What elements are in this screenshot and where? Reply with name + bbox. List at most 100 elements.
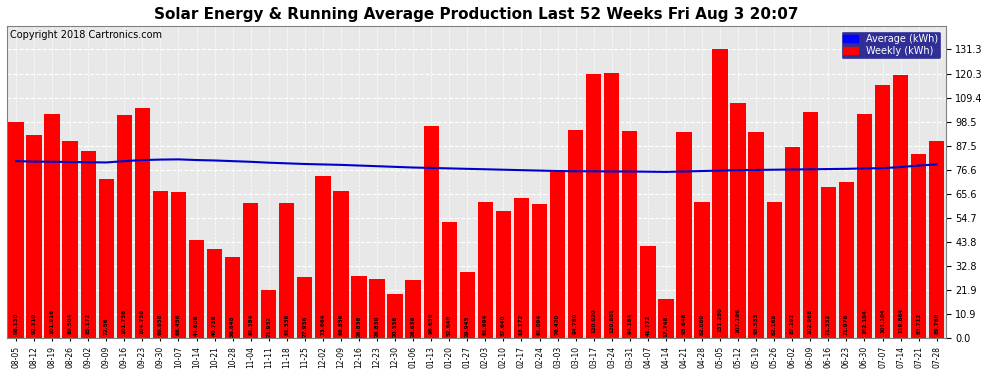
- Text: 107.196: 107.196: [736, 309, 741, 333]
- Text: 83.712: 83.712: [916, 313, 921, 334]
- Text: 20.338: 20.338: [393, 316, 398, 337]
- Bar: [766, 202, 782, 338]
- Text: 17.748: 17.748: [663, 316, 668, 338]
- Bar: [189, 240, 204, 338]
- Text: 87.192: 87.192: [790, 313, 795, 334]
- Bar: [406, 280, 421, 338]
- Text: 21.932: 21.932: [266, 316, 271, 337]
- Bar: [929, 141, 944, 338]
- Text: 61.694: 61.694: [483, 314, 488, 336]
- Bar: [442, 222, 457, 338]
- Bar: [713, 50, 728, 338]
- Bar: [731, 103, 745, 338]
- Text: 27.936: 27.936: [302, 316, 307, 337]
- Text: 93.533: 93.533: [753, 312, 758, 334]
- Text: 119.864: 119.864: [898, 308, 903, 333]
- Bar: [875, 85, 890, 338]
- Text: 62.080: 62.080: [700, 314, 705, 335]
- Bar: [99, 179, 114, 338]
- Text: 57.640: 57.640: [501, 314, 506, 336]
- Text: 120.020: 120.020: [591, 308, 596, 333]
- Title: Solar Energy & Running Average Production Last 52 Weeks Fri Aug 3 20:07: Solar Energy & Running Average Productio…: [154, 7, 799, 22]
- Text: 40.738: 40.738: [212, 315, 217, 336]
- Text: 36.848: 36.848: [230, 315, 235, 336]
- Bar: [785, 147, 800, 338]
- Bar: [911, 154, 927, 338]
- Bar: [803, 112, 818, 338]
- Bar: [549, 170, 565, 338]
- Bar: [27, 135, 42, 338]
- Text: 94.184: 94.184: [628, 313, 633, 334]
- Bar: [532, 204, 547, 338]
- Bar: [839, 182, 854, 338]
- Bar: [279, 203, 294, 338]
- Bar: [243, 203, 258, 338]
- Text: 104.750: 104.750: [140, 309, 145, 333]
- Legend: Average (kWh), Weekly (kWh): Average (kWh), Weekly (kWh): [841, 31, 940, 58]
- Text: 63.172: 63.172: [519, 314, 524, 335]
- Text: 93.648: 93.648: [681, 312, 686, 334]
- Bar: [586, 74, 601, 338]
- Bar: [694, 202, 710, 338]
- Text: 71.332: 71.332: [826, 314, 831, 335]
- Text: 94.780: 94.780: [573, 313, 578, 334]
- Text: 102.968: 102.968: [808, 309, 813, 334]
- Bar: [459, 272, 475, 338]
- Text: 41.772: 41.772: [645, 315, 650, 336]
- Bar: [135, 108, 150, 338]
- Bar: [62, 141, 78, 338]
- Text: 61.094: 61.094: [537, 314, 542, 336]
- Bar: [80, 151, 96, 338]
- Text: 71.976: 71.976: [843, 314, 848, 335]
- Bar: [369, 279, 385, 338]
- Bar: [261, 290, 276, 338]
- Text: 66.856: 66.856: [339, 314, 344, 335]
- Text: 26.838: 26.838: [356, 315, 361, 337]
- Text: 66.858: 66.858: [157, 314, 163, 335]
- Text: 120.801: 120.801: [609, 308, 614, 333]
- Text: 98.130: 98.130: [14, 313, 19, 334]
- Text: 73.664: 73.664: [321, 314, 326, 335]
- Text: 29.945: 29.945: [464, 315, 470, 337]
- Text: 61.384: 61.384: [248, 314, 253, 336]
- Text: 101.916: 101.916: [50, 309, 54, 334]
- Bar: [171, 192, 186, 338]
- Bar: [676, 132, 692, 338]
- Text: 101.104: 101.104: [880, 308, 885, 333]
- Bar: [641, 246, 655, 338]
- Text: 44.808: 44.808: [194, 315, 199, 336]
- Bar: [334, 191, 348, 338]
- Bar: [893, 75, 908, 338]
- Bar: [315, 176, 331, 338]
- Bar: [207, 249, 222, 338]
- Text: 89.760: 89.760: [935, 313, 940, 334]
- Bar: [225, 257, 241, 338]
- Bar: [297, 277, 313, 338]
- Text: 26.830: 26.830: [374, 316, 379, 337]
- Text: 66.456: 66.456: [176, 314, 181, 335]
- Bar: [424, 126, 439, 338]
- Bar: [45, 114, 59, 338]
- Text: 131.280: 131.280: [718, 308, 723, 332]
- Bar: [8, 122, 24, 338]
- Bar: [152, 191, 168, 338]
- Text: 76.420: 76.420: [555, 314, 560, 335]
- Bar: [856, 114, 872, 338]
- Bar: [117, 115, 132, 338]
- Text: 92.310: 92.310: [32, 313, 37, 334]
- Bar: [351, 276, 366, 338]
- Bar: [604, 72, 620, 338]
- Text: 61.336: 61.336: [284, 314, 289, 336]
- Bar: [496, 211, 511, 338]
- Bar: [478, 202, 493, 338]
- Bar: [658, 299, 673, 338]
- Bar: [514, 198, 529, 338]
- Bar: [748, 132, 764, 338]
- Text: 85.172: 85.172: [86, 313, 91, 334]
- Text: 101.756: 101.756: [122, 309, 127, 334]
- Text: 62.168: 62.168: [771, 314, 777, 335]
- Bar: [387, 294, 403, 338]
- Bar: [821, 187, 836, 338]
- Text: Copyright 2018 Cartronics.com: Copyright 2018 Cartronics.com: [10, 30, 162, 40]
- Text: 26.636: 26.636: [411, 316, 416, 337]
